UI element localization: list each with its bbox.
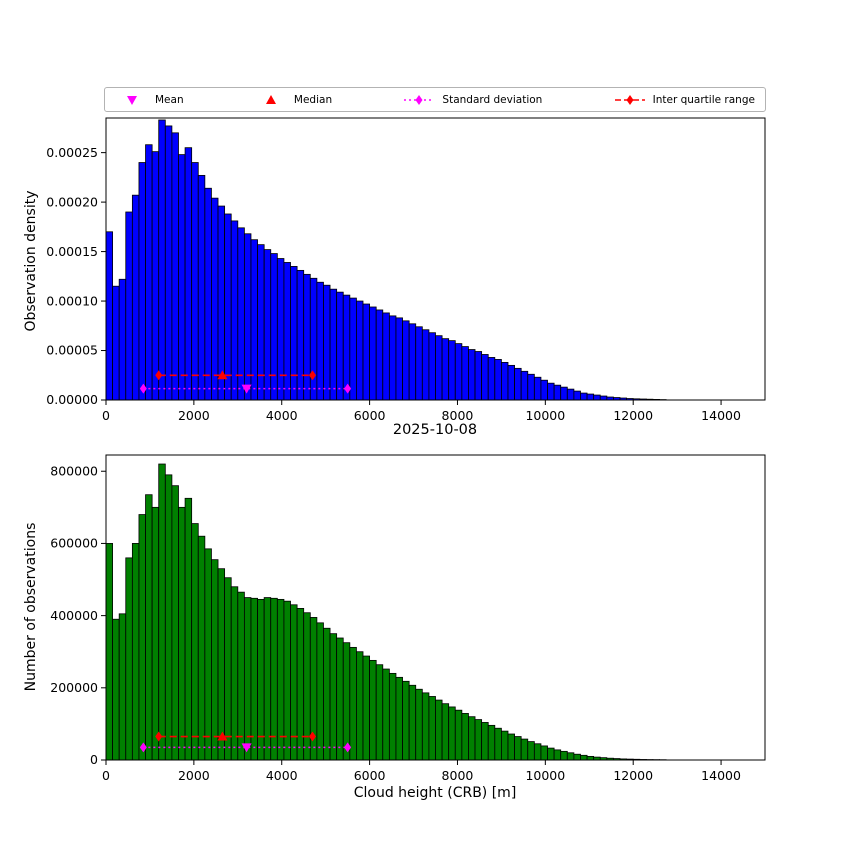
legend-label-mean: Mean <box>155 93 184 106</box>
triangle-up-marker <box>265 94 276 104</box>
y-tick-label: 0.00000 <box>46 392 98 407</box>
y-tick-label: 200000 <box>50 680 98 695</box>
legend-label-median: Median <box>293 93 333 106</box>
legend-item-inter-quartile-range: Inter quartile range <box>613 93 755 107</box>
x-tick-label: 6000 <box>354 408 386 423</box>
ylabel-observation-density: Observation density <box>23 190 39 332</box>
legend-item-mean: Mean <box>115 93 184 107</box>
standard-deviation-marker-icon <box>404 94 435 105</box>
x-tick-label: 8000 <box>442 768 474 783</box>
histogram-bars <box>105 119 667 401</box>
median-marker <box>217 731 228 741</box>
x-tick-label: 12000 <box>613 408 653 423</box>
y-tick-label: 0.00020 <box>46 194 98 209</box>
std-low-diamond-marker <box>139 742 147 753</box>
std-low-diamond-marker <box>139 383 147 394</box>
diamond-marker <box>626 94 634 105</box>
std-high-diamond-marker <box>344 742 352 753</box>
y-tick-label: 800000 <box>50 463 98 478</box>
q1-diamond-marker <box>155 731 163 742</box>
x-tick-label: 14000 <box>701 768 741 783</box>
y-tick-label: 0.00005 <box>46 343 98 358</box>
x-tick-label: 8000 <box>442 408 474 423</box>
mean-marker <box>241 384 252 394</box>
y-tick-labels: 0.00000 0.00005 0.00010 0.00015 0.00020 0.000… <box>46 145 106 407</box>
ylabel-number-of-observations: Number of observations <box>23 522 39 692</box>
x-tick-label: 0 <box>102 768 110 783</box>
y-tick-label: 400000 <box>50 608 98 623</box>
median-marker-icon <box>265 94 276 104</box>
x-tick-label: 12000 <box>613 768 653 783</box>
legend: Mean Median Standard deviation Inter quarti… <box>104 87 766 112</box>
q1-diamond-marker <box>155 370 163 381</box>
x-tick-label: 2000 <box>178 768 210 783</box>
xlabel-cloud-height: Cloud height (CRB) [m] <box>353 785 517 801</box>
x-tick-label: 6000 <box>354 768 386 783</box>
y-tick-label: 600000 <box>50 536 98 551</box>
histogram-bars <box>105 463 667 761</box>
q3-diamond-marker <box>308 731 316 742</box>
mean-marker-icon <box>127 95 137 105</box>
axes-frame <box>105 454 766 761</box>
legend-label-standard-deviation: Standard deviation <box>442 93 543 106</box>
legend-item-standard-deviation: Standard deviation <box>402 93 542 107</box>
x-tick-label: 4000 <box>266 768 298 783</box>
std-high-diamond-marker <box>344 383 352 394</box>
diamond-marker <box>415 94 423 105</box>
median-marker <box>217 370 228 380</box>
q3-diamond-marker <box>308 370 316 381</box>
y-tick-label: 0.00025 <box>46 145 98 160</box>
y-tick-label: 0.00010 <box>46 293 98 308</box>
x-tick-labels: 0 2000 4000 6000 8000 10000 12000 14000 <box>102 760 741 783</box>
y-tick-label: 0.00015 <box>46 244 98 259</box>
x-tick-label: 10000 <box>525 408 565 423</box>
legend-item-median: Median <box>254 93 332 107</box>
date-title: 2025-10-08 <box>392 422 478 438</box>
axes-frame <box>105 117 766 401</box>
triangle-down-marker <box>127 95 137 105</box>
inter-quartile-range-marker-icon <box>614 94 645 105</box>
mean-marker <box>241 743 252 753</box>
x-tick-label: 4000 <box>266 408 298 423</box>
x-tick-labels: 0 2000 4000 6000 8000 10000 12000 14000 <box>102 400 741 423</box>
legend-label-inter-quartile-range: Inter quartile range <box>652 93 755 106</box>
x-tick-label: 0 <box>102 408 110 423</box>
x-tick-label: 14000 <box>701 408 741 423</box>
x-tick-label: 10000 <box>525 768 565 783</box>
y-tick-label: 0 <box>90 752 98 767</box>
y-tick-labels: 0 200000 400000 600000 800000 <box>50 463 106 767</box>
x-tick-label: 2000 <box>178 408 210 423</box>
